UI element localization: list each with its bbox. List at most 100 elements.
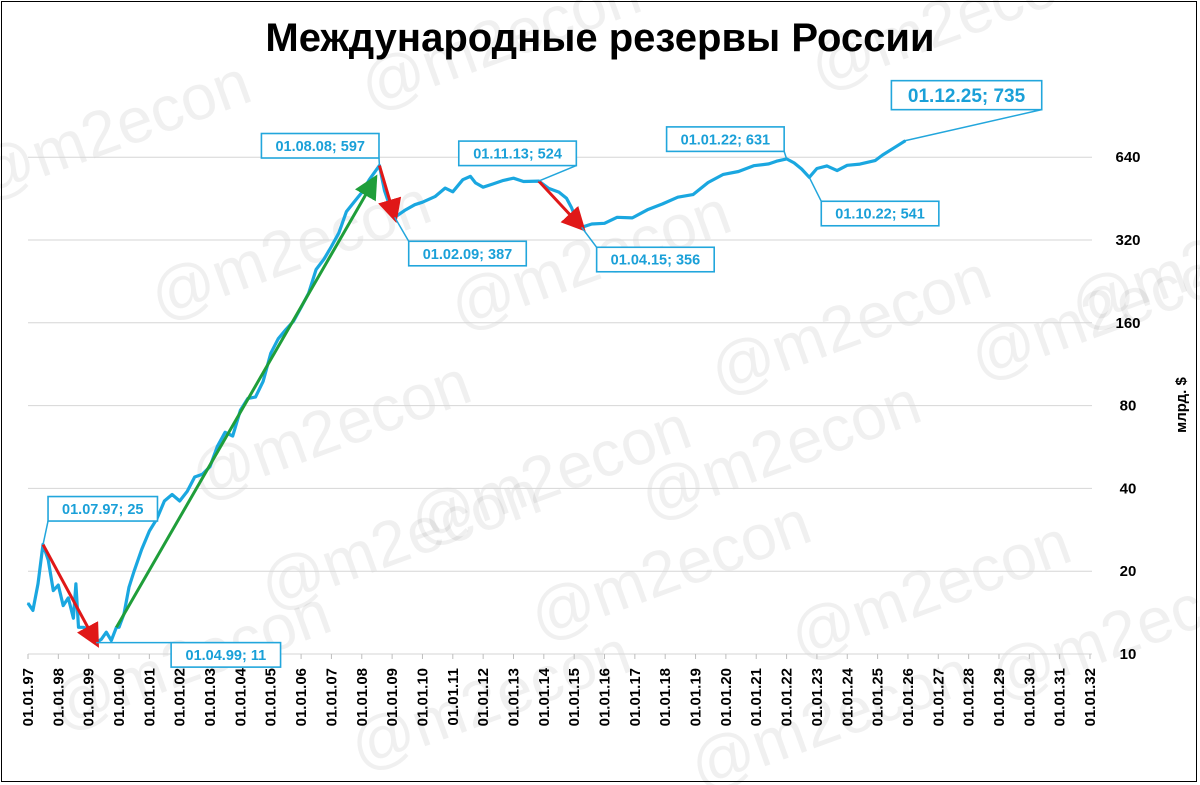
y-axis-label: млрд. $	[1173, 377, 1190, 433]
annotation-label: 01.11.13; 524	[473, 147, 562, 163]
annotation-leader	[42, 520, 49, 545]
data-point	[752, 164, 755, 167]
data-point	[105, 631, 108, 633]
x-tick-label: 01.01.17	[627, 668, 644, 726]
annotation-leader	[581, 226, 598, 248]
x-tick-label: 01.01.11	[445, 668, 462, 726]
data-point	[707, 181, 709, 184]
x-tick-label: 01.01.03	[202, 668, 219, 726]
data-point	[82, 626, 85, 629]
data-point	[800, 168, 803, 170]
annotation-leader	[808, 176, 822, 202]
data-point	[148, 530, 151, 532]
x-tick-label: 01.01.01	[141, 668, 158, 726]
data-point	[62, 604, 64, 607]
data-point	[591, 223, 593, 225]
decline-arrow	[537, 180, 586, 232]
watermark-text: @m2econ	[350, 0, 650, 123]
data-point	[77, 626, 80, 629]
x-tick-label: 01.01.06	[293, 668, 310, 726]
data-point	[330, 245, 333, 248]
x-tick-label: 01.01.13	[505, 668, 522, 726]
data-point	[75, 583, 77, 585]
annotation-callout: 01.01.22; 631	[665, 126, 788, 160]
x-tick-label: 01.01.31	[1052, 668, 1069, 726]
data-point	[826, 165, 828, 167]
data-point	[874, 159, 876, 162]
annotation-box	[665, 126, 785, 153]
data-point	[345, 210, 348, 213]
data-point	[512, 177, 515, 179]
data-point	[692, 193, 694, 196]
data-point	[100, 638, 102, 641]
x-tick-label: 01.01.21	[748, 668, 765, 726]
data-point	[118, 626, 120, 629]
trend-arrows	[41, 165, 586, 648]
data-point	[110, 639, 113, 642]
annotation-label: 01.08.08; 597	[275, 139, 365, 155]
data-point	[492, 183, 495, 185]
annotation-box	[170, 641, 282, 668]
data-point	[27, 602, 29, 604]
data-point	[469, 175, 472, 178]
watermark-text: @m2econ	[700, 240, 1000, 408]
data-point	[565, 197, 568, 199]
y-tick-label: 80	[1120, 398, 1137, 415]
data-point	[631, 217, 634, 219]
data-point	[72, 617, 75, 619]
annotation-callout: 01.10.22; 541	[808, 176, 940, 227]
data-point	[163, 500, 166, 502]
annotation-callout: 01.11.13; 524	[457, 140, 578, 182]
data-point	[52, 589, 55, 592]
data-point	[368, 178, 371, 181]
data-point	[482, 186, 484, 188]
data-point	[178, 500, 181, 502]
annotation-label: 01.01.22; 631	[681, 132, 771, 148]
data-point	[616, 216, 618, 219]
data-point	[171, 493, 173, 496]
data-point	[414, 203, 416, 206]
x-tick-label: 01.01.19	[688, 668, 705, 726]
y-tick-label: 320	[1115, 232, 1140, 249]
x-tick-label: 01.01.29	[991, 668, 1008, 726]
annotation-leader	[394, 216, 410, 242]
x-tick-label: 01.01.02	[172, 668, 189, 726]
annotation-label: 01.04.99; 11	[186, 648, 267, 664]
data-point	[421, 201, 424, 203]
data-point	[558, 191, 560, 193]
x-tick-label: 01.01.07	[323, 668, 340, 726]
annotation-box	[260, 132, 380, 159]
x-tick-label: 01.01.26	[900, 668, 917, 726]
x-tick-label: 01.01.00	[111, 668, 128, 726]
data-point	[768, 163, 770, 165]
data-point	[793, 162, 795, 164]
y-tick-label: 10	[1120, 646, 1137, 663]
x-axis: 01.01.97 01.01.98 01.01.99 01.01.00 01.01.01…	[20, 654, 1099, 726]
data-point	[57, 584, 60, 586]
data-point	[193, 476, 196, 478]
data-point	[722, 173, 725, 176]
x-tick-label: 01.01.14	[536, 667, 553, 726]
data-point	[315, 268, 317, 271]
data-point	[140, 548, 143, 551]
data-point	[403, 209, 406, 212]
data-point	[47, 559, 49, 561]
data-point	[859, 163, 861, 165]
annotation-box	[457, 140, 578, 167]
data-point	[360, 191, 363, 194]
annotation-leader	[783, 151, 788, 160]
x-tick-label: 01.01.27	[930, 668, 947, 726]
data-point	[262, 380, 264, 383]
watermark-text: @m2econ	[0, 45, 260, 213]
data-point	[37, 583, 39, 585]
data-point	[462, 178, 464, 181]
x-tick-label: 01.01.09	[384, 668, 401, 726]
annotation-label: 01.02.09; 387	[423, 247, 513, 263]
data-point	[338, 232, 340, 234]
data-point	[128, 586, 130, 588]
x-tick-label: 01.01.99	[81, 668, 98, 726]
annotation-label: 01.04.15; 356	[611, 253, 701, 269]
annotation-callout: 01.04.15; 356	[581, 226, 715, 273]
